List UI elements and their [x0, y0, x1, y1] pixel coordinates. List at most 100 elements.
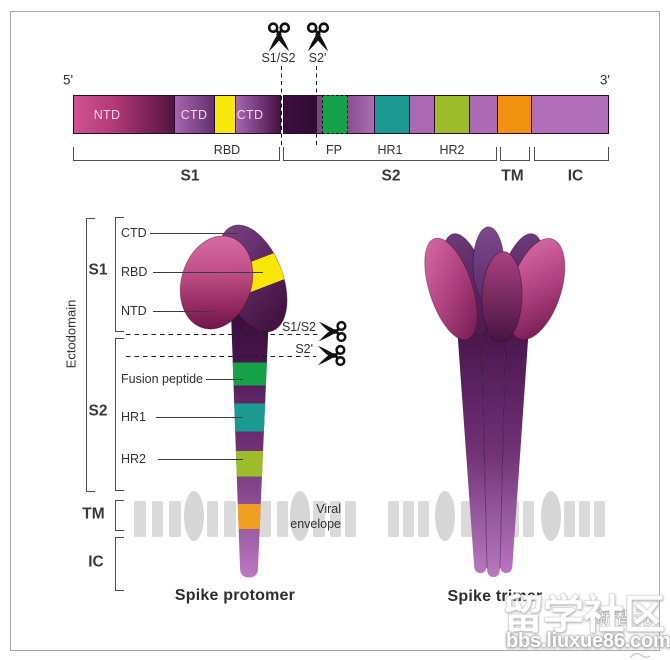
bracket-label-IC: IC — [88, 553, 104, 571]
genome-segment-HR1 — [373, 95, 410, 134]
protomer-cleavage-label-S2': S2' — [295, 341, 313, 356]
genome-bracket-S2 — [282, 147, 497, 161]
bracket-label-Ectodomain: Ectodomain — [63, 299, 79, 368]
protomer-pointer-line-CTD — [150, 233, 238, 235]
cleavage-label-S1/S2: S1/S2 — [261, 50, 296, 65]
membrane-lipid-bar — [522, 501, 534, 537]
trimer-stalk-right — [500, 326, 529, 573]
trimer-stalk-middle — [481, 326, 506, 577]
membrane-protein-ellipse — [290, 491, 310, 541]
membrane-lipid-bar — [206, 501, 218, 537]
trimer-title: Spike trimer — [447, 588, 543, 605]
bracket-Ectodomain — [85, 218, 95, 492]
genome-segment-NTD — [73, 95, 175, 134]
genome-segment-IC — [531, 95, 609, 134]
genome-region-label-RBD: RBD — [213, 142, 241, 157]
membrane-lipid-bar — [329, 501, 341, 537]
genome-segment-TM — [497, 95, 532, 134]
protomer-pointer-line-HR2 — [158, 458, 243, 460]
protomer-band-FP — [231, 362, 269, 386]
membrane-lipid-bar — [151, 501, 163, 537]
cleavage-dash-line-S1/S2 — [280, 66, 282, 145]
membrane-lipid-bar — [344, 501, 356, 537]
five-prime-label: 5' — [63, 72, 74, 88]
membrane-lipid-bar — [402, 501, 414, 537]
genome-segment-FP — [322, 95, 348, 134]
bracket-TM — [115, 499, 124, 531]
watermark-cn-text — [502, 585, 670, 646]
genome-region-label-HR2: HR2 — [439, 142, 465, 157]
bottom-edge-artifact — [629, 652, 651, 659]
bracket-S2 — [115, 338, 124, 491]
genome-bracket-label-IC: IC — [567, 167, 584, 185]
scissors-icon-protomer-S1/S2 — [318, 320, 347, 343]
genome-segment-S1S2-S2p — [282, 95, 317, 134]
trimer-front-left-petal — [424, 237, 478, 341]
genome-segment-label-CTD-1: CTD — [180, 107, 208, 122]
membrane-lipid-bar — [134, 501, 146, 537]
bracket-label-S2: S2 — [88, 402, 108, 420]
genome-bracket-S1 — [73, 147, 280, 161]
protomer-label-NTD: NTD — [121, 303, 147, 318]
genome-region-label-HR1: HR1 — [377, 142, 403, 157]
scissors-icon-S2' — [303, 21, 333, 51]
viral-envelope-label-line1: Viral — [316, 501, 341, 516]
membrane-lipid-bar — [224, 501, 236, 537]
protomer-label-RBD: RBD — [121, 264, 148, 279]
membrane-lipid-bar — [259, 501, 271, 537]
membrane-protein-ellipse — [541, 491, 561, 541]
genome-segment-label-CTD-2: CTD — [236, 107, 264, 122]
membrane-lipid-bar — [387, 501, 399, 537]
bracket-IC — [115, 537, 124, 591]
membrane-lipid-bar — [169, 501, 181, 537]
protomer-band-HR2 — [231, 451, 269, 477]
genome-segment-HR2 — [434, 95, 470, 134]
protomer-cleavage-label-S1/S2: S1/S2 — [281, 319, 316, 334]
genome-bracket-label-S2: S2 — [381, 167, 401, 185]
protomer-label-HR2: HR2 — [121, 451, 147, 466]
cleavage-label-S2': S2' — [308, 50, 327, 65]
genome-bracket-label-S1: S1 — [180, 167, 200, 185]
genome-segment-CTD-1 — [174, 95, 215, 134]
watermark-url-text: bbs.liuxue86.com — [506, 630, 670, 652]
protomer-stalk — [231, 303, 269, 578]
genome-region-label-FP: FP — [326, 142, 342, 157]
genome-segment-label-NTD: NTD — [93, 107, 121, 122]
membrane-protein-ellipse — [183, 491, 204, 541]
membrane-lipid-bar — [563, 501, 575, 537]
protomer-label-CTD: CTD — [121, 225, 147, 240]
protomer-pointer-line-HR1 — [156, 417, 242, 419]
three-prime-label: 3' — [599, 72, 610, 88]
bracket-S1 — [115, 217, 124, 332]
protomer-pointer-line-NTD — [153, 311, 214, 313]
membrane-protein-ellipse — [435, 491, 455, 541]
protomer-pointer-line-RBD — [153, 272, 263, 274]
scissors-icon-S1/S2 — [264, 21, 294, 51]
page-border — [10, 11, 660, 651]
membrane-lipid-bar — [593, 501, 605, 537]
genome-segment-RBD — [214, 95, 236, 134]
genome-bracket-IC — [533, 147, 609, 161]
membrane-lipid-bar — [460, 501, 472, 537]
genome-segment-linker-2 — [346, 95, 375, 134]
genome-bracket-TM — [500, 147, 530, 161]
membrane-lipid-bar — [578, 501, 590, 537]
membrane-lipid-bar — [313, 501, 325, 537]
trimer-front-center-petal — [481, 251, 523, 343]
protomer-pointer-line-Fusion-peptide — [206, 379, 243, 381]
bracket-label-S1: S1 — [88, 261, 108, 279]
protomer-title: Spike protomer — [174, 587, 296, 604]
genome-bracket-label-TM: TM — [501, 167, 524, 185]
membrane-lipid-bar — [417, 501, 429, 537]
scissors-icon-protomer-S2' — [317, 344, 346, 367]
protomer-label-Fusion-peptide: Fusion peptide — [121, 371, 204, 386]
viral-envelope-label-line2: envelope — [290, 516, 341, 531]
genome-segment-linker-3 — [408, 95, 435, 134]
genome-segment-linker-4 — [468, 95, 498, 134]
protomer-label-HR1: HR1 — [121, 409, 147, 424]
genome-segment-CTD-2 — [235, 95, 281, 134]
protomer-band-TM — [231, 504, 269, 529]
cleavage-dash-line-S2' — [315, 66, 317, 145]
trimer-stalk-left — [457, 326, 487, 573]
